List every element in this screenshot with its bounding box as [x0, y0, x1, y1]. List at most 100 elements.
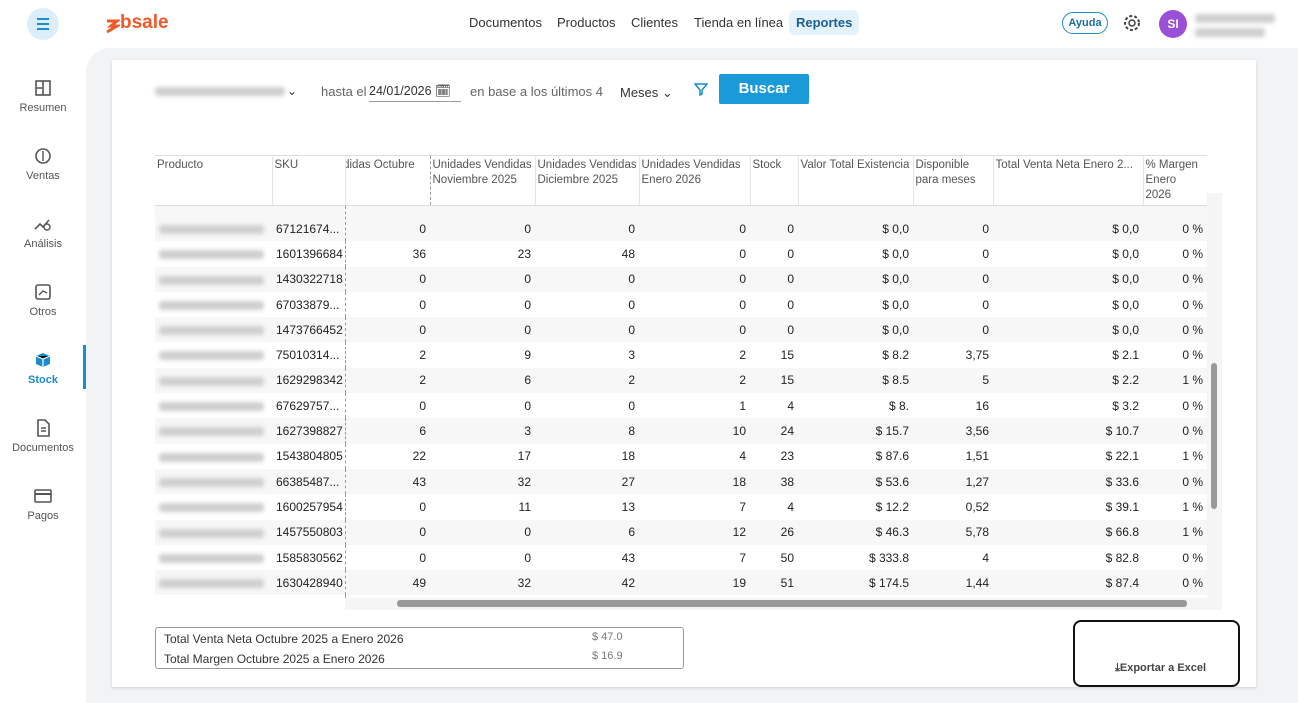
table-row[interactable]: 1600257954 0 11 13 7 4 $ 12.2 0,52 $ 39.1 1 % [155, 494, 1207, 520]
column-header[interactable]: Unidades Vendidas Octubre 2025 [345, 156, 431, 206]
table-row[interactable]: 156285916775607724135$ 4152,29$ 89.80 % [155, 595, 1207, 599]
user-company-blurred [1195, 28, 1265, 37]
table-cell: 0 % [1143, 570, 1207, 596]
table-row[interactable]: 1457550803 0 0 6 12 26 $ 46.3 5,78 $ 66.8 1 % [155, 519, 1207, 545]
sidebar-item[interactable]: Análisis [0, 214, 86, 250]
table-cell: 0 % [1182, 348, 1203, 363]
export-label: Exportar a Excel [1119, 662, 1207, 674]
sidebar-item[interactable]: Otros [0, 282, 86, 318]
nav-link[interactable]: Tienda en línea [694, 15, 784, 30]
nav-link[interactable]: Clientes [631, 15, 678, 30]
total-value: $ 16.9 [592, 650, 623, 662]
vertical-scrollbar[interactable] [1207, 193, 1222, 598]
horizontal-scrollbar[interactable] [345, 598, 1222, 610]
column-header[interactable]: Unidades Vendidas Noviembre 2025 [430, 156, 536, 206]
table-cell: 38 [750, 468, 798, 495]
table-body: 67121674... 0 0 0 0 0 $ 0,0 0 $ 0,0 0 % 1601396684… [155, 205, 1207, 599]
sidebar-item[interactable]: Resumen [0, 78, 86, 114]
table-row[interactable]: 1430322718 0 0 0 0 0 $ 0,0 0 $ 0,0 0 % [155, 266, 1207, 292]
logo[interactable]: bsale [120, 12, 169, 33]
table-cell: 0 [419, 550, 426, 565]
table-cell: 0 [750, 266, 798, 292]
column-header[interactable]: % Margen Enero 2026 [1143, 156, 1207, 206]
table-row[interactable]: 66385487... 43 32 27 18 38 $ 53.6 1,27 $ 33.6 0 % [155, 468, 1207, 495]
column-header[interactable]: Total Venta Neta Enero 2... [993, 156, 1144, 206]
sidebar-icon [35, 80, 51, 96]
nav-link[interactable]: Productos [557, 15, 616, 30]
table-cell: 1,27 [913, 468, 993, 495]
header-row: Producto SKU Unidades Vendidas Octubre 202… [155, 156, 1207, 206]
column-header[interactable]: Unidades Vendidas Diciembre 2025 [535, 156, 640, 206]
table-cell: 1 % [1143, 367, 1207, 394]
scroll-thumb[interactable] [397, 600, 1187, 607]
table-cell: 11 [518, 499, 531, 514]
sidebar-item[interactable]: Documentos [0, 418, 86, 454]
table-row[interactable]: 1601396684 36 23 48 0 0 $ 0,0 0 $ 0,0 0 % [155, 241, 1207, 267]
table-cell: 0 [345, 317, 430, 343]
table-cell: $ 0,0 [1112, 297, 1139, 312]
column-header[interactable]: Disponible para meses [913, 156, 994, 206]
table-cell: 0 [982, 297, 989, 312]
branch-select-blurred[interactable] [155, 87, 285, 96]
sidebar-item[interactable]: Ventas [0, 146, 86, 182]
table-row[interactable]: 67121674... 0 0 0 0 0 $ 0,0 0 $ 0,0 0 % [155, 205, 1207, 242]
table-cell: 50 [780, 550, 794, 565]
table-row[interactable]: 1585830562 0 0 43 7 50 $ 333.8 4 $ 82.8 0 % [155, 544, 1207, 571]
table-cell: 1457550803 [272, 519, 346, 545]
table-cell: 9 [524, 348, 531, 363]
table-cell: 51 [750, 570, 798, 596]
table-row[interactable]: 1629298342 2 6 2 2 15 $ 8.5 5 $ 2.2 1 % [155, 367, 1207, 394]
table-head: Producto SKU Unidades Vendidas Octubre 202… [155, 156, 1207, 206]
column-header[interactable]: Valor Total Existencia [798, 156, 914, 206]
product-cell [155, 342, 272, 367]
product-name-blurred [159, 452, 264, 462]
table-cell: 2 [535, 367, 639, 394]
table-row[interactable]: 1473766452 0 0 0 0 0 $ 0,0 0 $ 0,0 0 % [155, 317, 1207, 343]
export-button[interactable]: ⤓Exportar a Excel [1115, 662, 1207, 674]
table-cell: 15 [750, 367, 798, 394]
sidebar-label: Análisis [24, 238, 62, 250]
table-cell: $ 0,0 [882, 246, 909, 261]
table-cell: 43 [345, 468, 430, 495]
table-cell: 1,44 [913, 570, 993, 596]
table-row[interactable]: 1627398827 6 3 8 10 24 $ 15.7 3,56 $ 10.7 0 % [155, 418, 1207, 444]
table-cell: 0 [982, 246, 989, 261]
sidebar-label: Stock [28, 374, 58, 386]
filter-icon[interactable] [694, 82, 708, 96]
avatar[interactable]: SI [1159, 10, 1187, 38]
sidebar-label: Ventas [26, 170, 60, 182]
table-cell: 4 [739, 449, 746, 464]
date-value: 24/01/2026 [369, 84, 432, 98]
help-button[interactable]: Ayuda [1062, 12, 1108, 34]
table-cell: 0 [628, 398, 635, 413]
column-header[interactable]: Unidades Vendidas Enero 2026 [639, 156, 751, 206]
product-cell [155, 205, 272, 242]
table-cell: 1543804805 [272, 443, 346, 469]
settings-icon[interactable] [1122, 13, 1142, 33]
nav-link[interactable]: Documentos [469, 15, 542, 30]
scroll-thumb[interactable] [1211, 363, 1217, 509]
sidebar-item[interactable]: Pagos [0, 486, 86, 522]
product-name-blurred [159, 477, 264, 487]
table-row[interactable]: 1543804805 22 17 18 4 23 $ 87.6 1,51 $ 22.1 1 % [155, 443, 1207, 469]
table-row[interactable]: 67629757... 0 0 0 1 4 $ 8. 16 $ 3.2 0 % [155, 393, 1207, 419]
column-header[interactable]: Producto [155, 156, 273, 206]
table-row[interactable]: 1630428940 49 32 42 19 51 $ 174.5 1,44 $ 87.4 0 % [155, 570, 1207, 596]
table-cell: 0 [628, 297, 635, 312]
sidebar-label: Documentos [12, 442, 74, 454]
column-header[interactable]: SKU [272, 156, 346, 206]
date-input[interactable]: 24/01/2026 🗓 [369, 84, 461, 102]
column-header[interactable]: Stock [750, 156, 799, 206]
sidebar-item[interactable]: Stock [0, 345, 86, 389]
nav-link-active[interactable]: Reportes [789, 10, 860, 35]
table-cell: 0 [750, 205, 798, 242]
menu-button[interactable] [27, 8, 59, 40]
table-cell: 6 [430, 367, 535, 394]
period-select[interactable]: Meses ⌄ [620, 85, 673, 100]
table-row[interactable]: 75010314... 2 9 3 2 15 $ 8.2 3,75 $ 2.1 0 % [155, 342, 1207, 368]
table-cell: 32 [430, 468, 535, 495]
search-button[interactable]: Buscar [719, 74, 809, 104]
table-cell: 0 [345, 205, 430, 242]
table-cell: 0 [913, 317, 993, 343]
table-row[interactable]: 67033879... 0 0 0 0 0 $ 0,0 0 $ 0,0 0 % [155, 291, 1207, 318]
